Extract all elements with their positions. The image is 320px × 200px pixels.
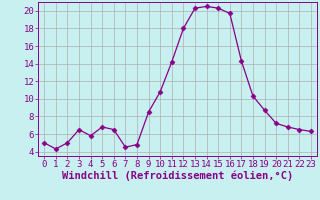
- X-axis label: Windchill (Refroidissement éolien,°C): Windchill (Refroidissement éolien,°C): [62, 171, 293, 181]
